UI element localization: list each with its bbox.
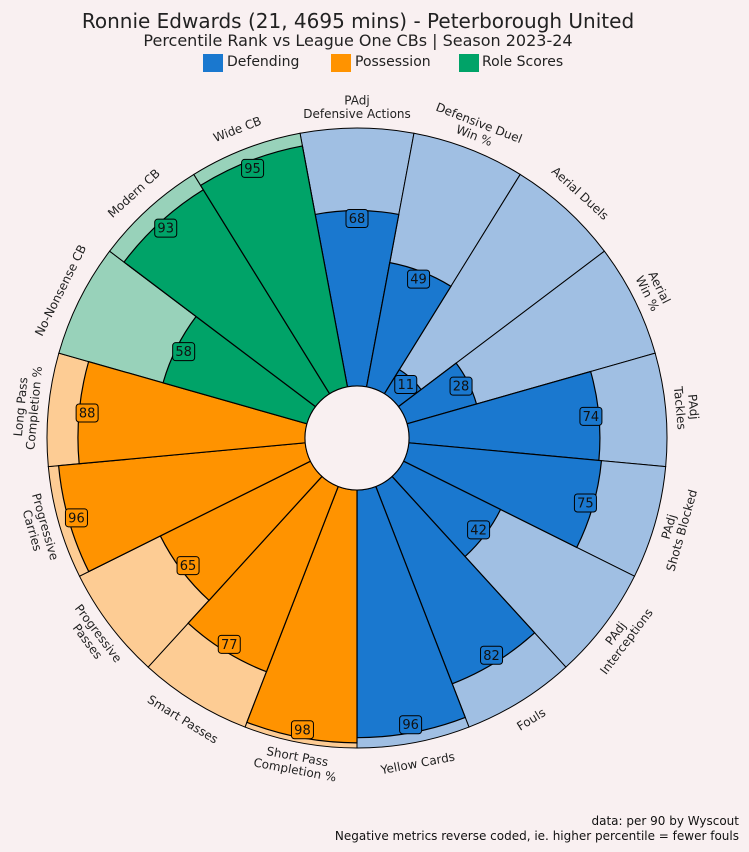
legend-swatch-possession [331,54,351,72]
value-badge-no-nonsense-cb [172,342,196,362]
value-badge-fouls [480,645,504,665]
legend-item-defending: Defending [203,54,299,72]
value-label-no-nonsense-cb: 58 [172,342,196,362]
value-text-modern-cb: 93 [157,222,174,237]
category-label-padj-defensive-actions: PAdj Defensive Actions [303,93,411,121]
category-label-fouls: Fouls [514,705,548,733]
value-label-fouls: 82 [480,645,504,665]
value-text-no-nonsense-cb: 58 [175,345,192,360]
legend-label-possession: Possession [355,54,431,70]
chart-subtitle: Percentile Rank vs League One CBs | Seas… [143,31,572,50]
category-label-line: PAdj [344,93,369,107]
value-badge-aerial-win [449,376,473,396]
category-label-line: Tackles [671,385,689,430]
value-badge-aerial-duels [394,375,418,395]
footer-note: Negative metrics reverse coded, ie. high… [335,829,739,843]
category-label-aerial-win: AerialWin % [633,267,674,313]
legend-label-role-scores: Role Scores [482,54,563,70]
value-label-aerial-duels: 11 [394,375,418,395]
value-label-smart-passes: 77 [217,634,241,654]
value-label-padj-tackles: 74 [579,406,603,426]
category-label-line: PAdj [659,513,679,541]
value-badge-short-pass-completion [290,720,314,740]
value-text-fouls: 82 [483,649,500,664]
category-label-line: PAdj [685,394,701,421]
category-label-yellow-cards: Yellow Cards [379,750,456,778]
value-text-smart-passes: 77 [221,638,238,653]
value-badge-padj-interceptions [467,520,491,540]
value-text-aerial-win: 28 [453,380,470,395]
value-text-padj-tackles: 74 [583,410,600,425]
value-badge-long-pass-completion [75,403,99,423]
value-labels: 68 49 11 28 74 75 42 82 96 98 77 65 96 88 58 93 95 [64,158,603,740]
footer-source: data: per 90 by Wyscout [591,814,739,828]
legend-item-possession: Possession [331,54,431,72]
value-badge-defensive-duel-win [407,269,431,289]
category-label-padj-tackles: PAdjTackles [671,384,702,431]
value-label-defensive-duel-win: 49 [407,269,431,289]
value-text-yellow-cards: 96 [402,718,419,733]
value-label-modern-cb: 93 [154,218,178,238]
category-label-short-pass-completion: Short PassCompletion % [252,742,340,784]
value-text-long-pass-completion: 88 [79,406,96,421]
legend-swatch-role-scores [459,54,479,72]
category-label-line: Long Pass [11,377,30,437]
value-label-wide-cb: 95 [241,158,265,178]
value-text-padj-interceptions: 42 [470,523,487,538]
value-badge-smart-passes [217,634,241,654]
value-text-short-pass-completion: 98 [294,723,311,738]
value-badge-padj-shots-blocked [573,493,597,513]
value-text-progressive-carries: 96 [68,511,85,526]
value-text-aerial-duels: 11 [397,378,414,393]
value-text-progressive-passes: 65 [180,559,197,574]
value-label-aerial-win: 28 [449,376,473,396]
category-label-line: Fouls [514,705,548,733]
value-badge-wide-cb [241,158,265,178]
value-badge-yellow-cards [399,715,423,735]
category-label-line: Defensive Actions [303,107,411,121]
legend-item-role-scores: Role Scores [459,54,563,72]
center-hole [304,385,410,491]
legend-swatch-defending [203,54,223,72]
value-label-padj-shots-blocked: 75 [573,493,597,513]
value-label-padj-defensive-actions: 68 [345,209,369,229]
value-badge-padj-defensive-actions [345,209,369,229]
value-label-progressive-passes: 65 [176,556,200,576]
value-badge-progressive-carries [64,508,88,528]
category-label-long-pass-completion: Long PassCompletion % [10,364,45,450]
value-badge-padj-tackles [579,406,603,426]
value-label-progressive-carries: 96 [64,508,88,528]
value-text-wide-cb: 95 [244,162,261,177]
value-text-padj-shots-blocked: 75 [577,496,594,511]
category-label-wide-cb: Wide CB [211,114,263,145]
category-label-line: Wide CB [211,114,263,145]
value-label-padj-interceptions: 42 [467,520,491,540]
value-label-yellow-cards: 96 [399,715,423,735]
value-text-defensive-duel-win: 49 [410,273,427,288]
legend: Defending Possession Role Scores [203,54,563,72]
value-badge-progressive-passes [176,556,200,576]
value-label-long-pass-completion: 88 [75,403,99,423]
value-label-short-pass-completion: 98 [290,720,314,740]
legend-label-defending: Defending [227,54,299,70]
value-text-padj-defensive-actions: 68 [349,212,366,227]
chart-title: Ronnie Edwards (21, 4695 mins) - Peterbo… [82,9,634,33]
value-badge-modern-cb [154,218,178,238]
category-label-line: Yellow Cards [379,750,456,778]
